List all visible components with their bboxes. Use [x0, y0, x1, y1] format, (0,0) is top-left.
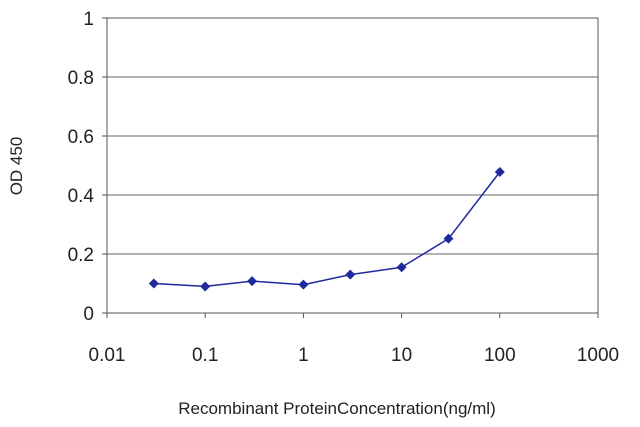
y-tick-label: 0 — [83, 304, 94, 325]
y-axis-title: OD 450 — [7, 137, 26, 196]
x-tick-label: 0.1 — [192, 345, 218, 366]
x-tick-label: 100 — [484, 345, 516, 366]
y-tick-label: 0.2 — [68, 245, 94, 266]
gridlines — [107, 76, 598, 255]
data-point-marker — [148, 278, 159, 289]
y-tick-label: 1 — [83, 9, 94, 30]
data-point-marker — [396, 262, 407, 273]
series-line — [153, 171, 501, 288]
data-point-marker — [494, 166, 505, 177]
plot-area — [106, 17, 599, 314]
data-point-marker — [247, 276, 258, 287]
x-tick-label: 1 — [298, 345, 309, 366]
x-axis-title: Recombinant ProteinConcentration(ng/ml) — [178, 399, 496, 418]
data-point-marker — [443, 233, 454, 244]
x-axis: 0.01 0.1 1 10 100 1000 — [89, 313, 619, 366]
y-axis: 0 0.2 0.4 0.6 0.8 1 — [68, 9, 107, 325]
series-group — [148, 166, 505, 292]
data-point-marker — [345, 269, 356, 280]
y-tick-label: 0.8 — [68, 68, 94, 89]
x-tick-label: 10 — [391, 345, 412, 366]
x-tick-label: 0.01 — [89, 345, 126, 366]
data-point-marker — [298, 279, 309, 290]
y-tick-label: 0.6 — [68, 127, 94, 148]
x-tick-label: 1000 — [577, 345, 619, 366]
y-tick-label: 0.4 — [68, 186, 95, 207]
data-point-marker — [200, 281, 211, 292]
